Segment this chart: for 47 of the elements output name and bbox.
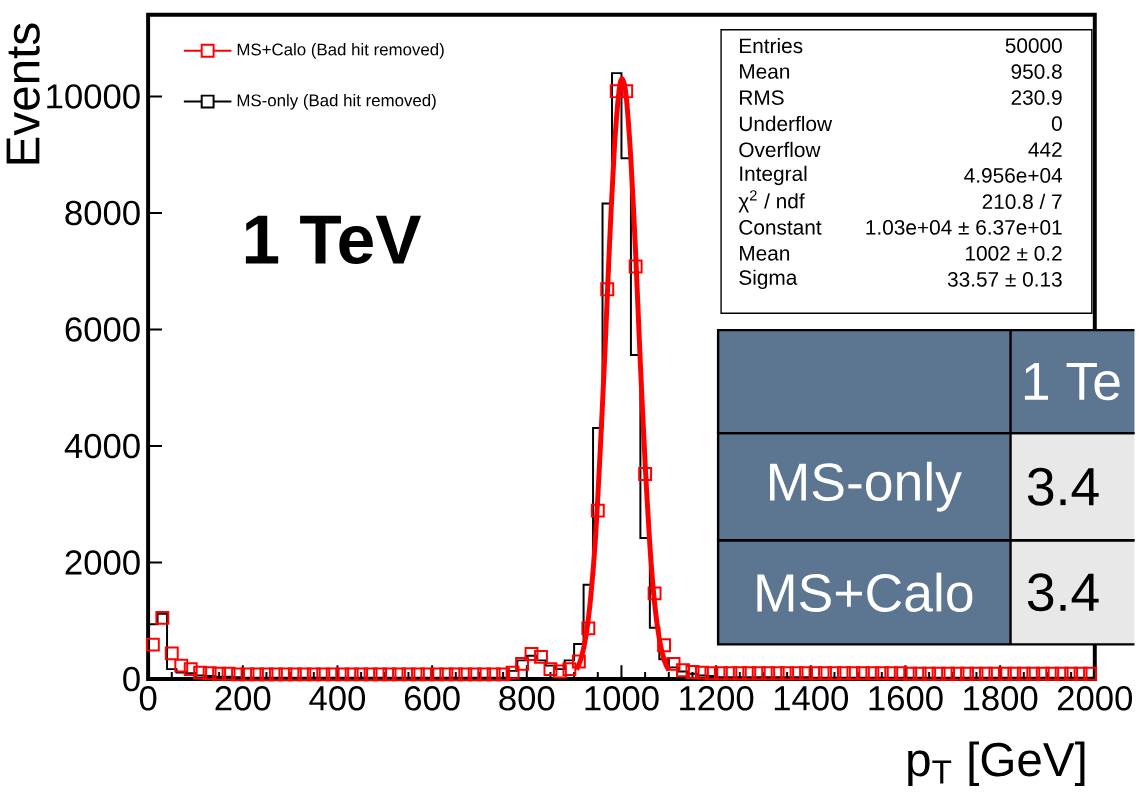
annotation: Mean (740, 246, 790, 261)
y-tick-label: 0 (123, 666, 140, 692)
y-tick-label: 8000 (65, 200, 140, 226)
x-tick-label: 2000 (1057, 686, 1133, 711)
x-tick-label: 1600 (869, 686, 943, 711)
annotation: RMS (740, 90, 784, 105)
x-tick-label: 200 (215, 686, 271, 711)
annotation: 33.57 ± 0.13 (947, 271, 1062, 287)
annotation: 1 Te (1024, 362, 1120, 401)
x-axis-title: p$_{T}$ [GeV] (908, 741, 1085, 786)
annotation: Mean (740, 64, 790, 79)
annotation: MS-only (770, 461, 962, 512)
annotation: Underflow (739, 115, 833, 132)
annotation: 0 (1051, 116, 1062, 131)
x-tick-label: 400 (309, 686, 366, 711)
annotation: Integral (740, 165, 807, 186)
annotation: 950.8 (1011, 64, 1062, 79)
annotation: 4.956e+04 (964, 168, 1063, 183)
annotation: 442 (1028, 142, 1062, 157)
annotation: MS+Calo (757, 572, 973, 612)
annotation: 210.8 / 7 (982, 193, 1062, 210)
y-tick-label: 10000 (47, 84, 140, 109)
x-tick-label: 800 (499, 686, 555, 711)
y-tick-label: 2000 (65, 550, 140, 575)
annotation: 50000 (1005, 38, 1062, 53)
y-axis-title: Events (6, 23, 40, 164)
y-tick-label: 6000 (65, 317, 140, 342)
annotation: Entries (740, 37, 803, 54)
annotation: Overflow (739, 141, 821, 158)
annotation: 3.4 (1027, 467, 1099, 506)
annotation: 1002 ± 0.2 (966, 246, 1062, 261)
annotation: 1.03e+04 ± 6.37e+01 (866, 220, 1062, 235)
x-tick-label: 1800 (964, 686, 1038, 711)
x-tick-label: 0 (139, 686, 157, 711)
annotation: 3.4 (1027, 573, 1099, 612)
annotation: Sigma (739, 269, 798, 290)
legend-label: MS-only (Bad hit removed) (237, 93, 436, 110)
annotation: 230.9 (1011, 90, 1062, 105)
annotation: Constant (739, 220, 822, 235)
legend-label: MS+Calo (Bad hit removed) (237, 43, 444, 59)
x-tick-label: 1000 (585, 686, 659, 711)
y-tick-label: 4000 (64, 433, 140, 459)
annotation: χ$^{2}$ / ndf (738, 190, 805, 213)
x-tick-label: 1200 (680, 686, 754, 711)
annotation: 1 TeV (245, 215, 422, 265)
x-tick-label: 1400 (774, 686, 849, 711)
x-tick-label: 600 (404, 686, 460, 711)
